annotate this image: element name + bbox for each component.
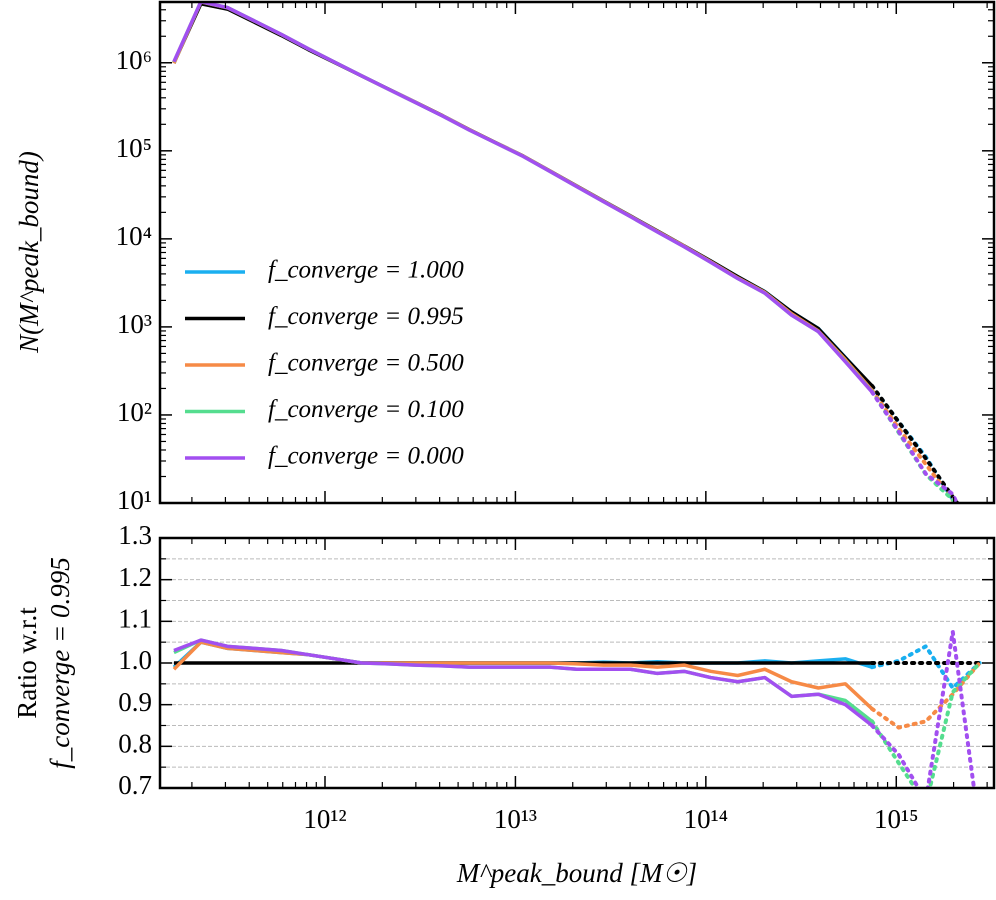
legend-label: f_converge = 0.000 <box>268 443 464 470</box>
y-tick-label: 10⁶ <box>116 45 152 75</box>
y-axis-label: f_converge = 0.995 <box>45 557 75 768</box>
legend-label: f_converge = 0.995 <box>268 303 464 330</box>
series-line <box>172 2 874 392</box>
y-axis-label: Ratio w.r.t <box>12 607 42 719</box>
series-line <box>870 661 982 788</box>
x-tick-label: 10¹⁵ <box>874 804 919 834</box>
y-tick-label: 10³ <box>117 309 152 339</box>
y-tick-label: 0.7 <box>118 770 152 800</box>
series-line <box>870 388 958 503</box>
legend-label: f_converge = 1.000 <box>268 257 464 284</box>
series-line <box>870 383 960 503</box>
y-tick-label: 0.8 <box>118 729 152 759</box>
y-axis-label: N(M^peak_bound) <box>14 151 44 354</box>
y-tick-label: 10⁴ <box>116 221 152 251</box>
x-tick-label: 10¹⁴ <box>684 804 729 834</box>
series-line <box>172 640 874 711</box>
y-tick-label: 0.9 <box>118 687 152 717</box>
plot-area <box>172 629 982 788</box>
series-line <box>172 2 874 394</box>
axes-frame <box>158 0 996 505</box>
x-tick-label: 10¹³ <box>494 804 537 834</box>
y-tick-label: 1.3 <box>118 520 152 550</box>
y-tick-label: 10¹ <box>117 485 152 515</box>
y-tick-label: 1.1 <box>118 604 152 634</box>
x-tick-label: 10¹² <box>303 804 346 834</box>
legend-label: f_converge = 0.500 <box>268 350 464 377</box>
y-tick-label: 1.0 <box>118 645 152 675</box>
series-line <box>870 390 959 503</box>
series-line <box>172 2 874 393</box>
series-line <box>173 638 874 727</box>
series-line <box>870 629 976 788</box>
y-tick-label: 10² <box>117 397 152 427</box>
x-axis-label: M^peak_bound [M☉] <box>456 858 697 888</box>
legend-label: f_converge = 0.100 <box>268 396 464 423</box>
plot-area <box>172 2 960 503</box>
y-tick-label: 10⁵ <box>116 133 152 163</box>
y-tick-label: 1.2 <box>118 562 152 592</box>
